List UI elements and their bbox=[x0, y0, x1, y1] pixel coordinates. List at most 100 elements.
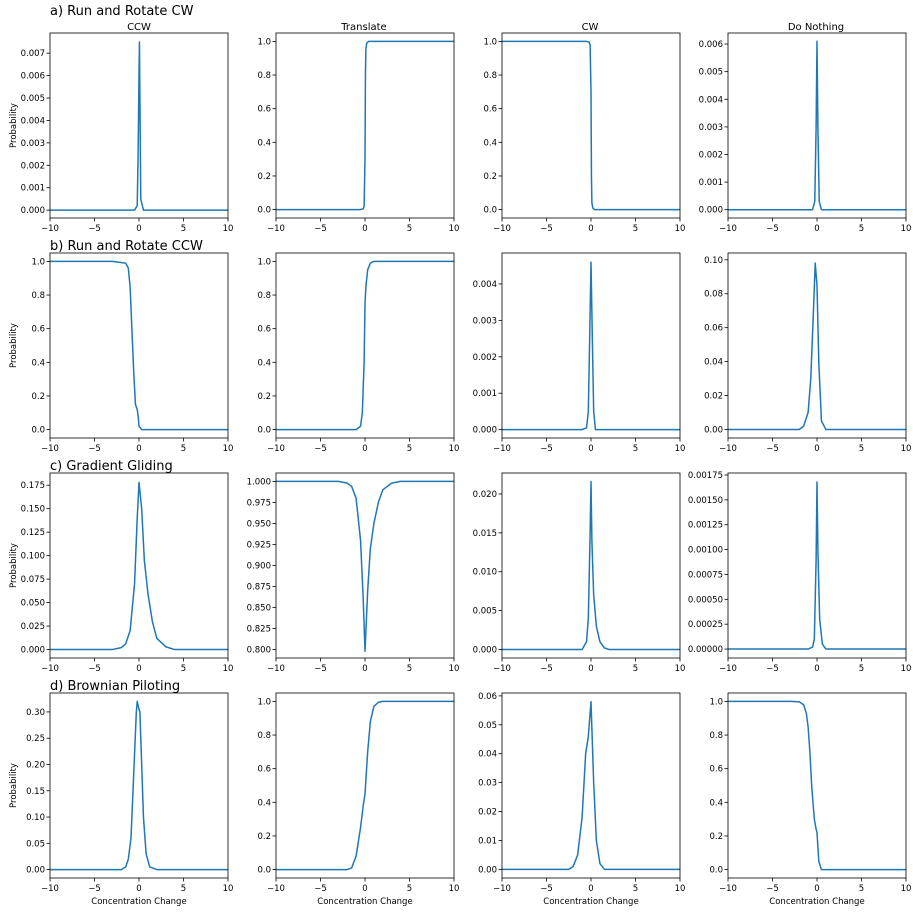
y-tick-label: 0.4 bbox=[257, 138, 271, 148]
series-line bbox=[50, 700, 228, 871]
x-tick-label: 10 bbox=[901, 664, 912, 674]
x-tick-label: −10 bbox=[41, 884, 59, 894]
x-tick-label: 0 bbox=[814, 664, 819, 674]
panel-1-0: −10 −5 0 5 10 0.0 0.2 0.4 0.6 0.8 1.0 Probability bbox=[9, 252, 233, 454]
x-tick-label: 10 bbox=[449, 664, 460, 674]
y-tick-label: 0.06 bbox=[478, 692, 497, 702]
y-tick-label: 0.001 bbox=[473, 389, 497, 399]
y-tick-label: 0.2 bbox=[257, 392, 271, 402]
panel-1-2: −10 −5 0 5 10 0.000 0.001 0.002 0.003 0.004 bbox=[473, 252, 686, 454]
series-line bbox=[276, 260, 454, 431]
y-tick-label: 0.100 bbox=[21, 552, 45, 562]
y-tick-label: 0.003 bbox=[21, 139, 45, 149]
y-tick-label: 0.10 bbox=[704, 256, 723, 266]
panel-2-0: −10 −5 0 5 10 0.000 0.025 0.050 0.075 0.100 0.125 0… bbox=[9, 472, 233, 674]
x-tick-label: −5 bbox=[88, 664, 101, 674]
y-axis-label: Probability bbox=[9, 323, 19, 368]
x-axis-label: Concentration Change bbox=[317, 897, 412, 907]
x-tick-label: −10 bbox=[41, 444, 59, 454]
y-tick-label: 0.0 bbox=[31, 426, 45, 436]
panel-0-2: −10 −5 0 5 10 0.0 0.2 0.4 0.6 0.8 1.0 bbox=[483, 32, 685, 234]
y-tick-label: 0.00 bbox=[478, 865, 497, 875]
y-tick-label: 0.975 bbox=[247, 498, 271, 508]
y-tick-label: 0.8 bbox=[31, 291, 45, 301]
y-tick-label: 0.800 bbox=[247, 646, 271, 656]
y-tick-label: 0.01 bbox=[478, 836, 497, 846]
x-tick-label: 5 bbox=[407, 444, 412, 454]
y-tick-label: 0.0 bbox=[257, 206, 271, 216]
y-tick-label: 1.000 bbox=[247, 477, 271, 487]
y-tick-label: 0.6 bbox=[257, 105, 271, 115]
plot-frame bbox=[49, 692, 229, 879]
x-tick-label: −10 bbox=[493, 884, 511, 894]
x-axis-label: Concentration Change bbox=[769, 897, 864, 907]
x-tick-label: −5 bbox=[766, 884, 779, 894]
x-tick-label: 0 bbox=[136, 444, 141, 454]
x-tick-label: 5 bbox=[633, 664, 638, 674]
x-tick-label: 10 bbox=[675, 444, 686, 454]
panel-2-2: −10 −5 0 5 10 0.000 0.005 0.010 0.015 0.020 bbox=[473, 472, 685, 674]
y-tick-label: 0.002 bbox=[21, 161, 45, 171]
x-tick-label: 10 bbox=[449, 224, 460, 234]
x-tick-label: 10 bbox=[223, 884, 234, 894]
y-tick-label: 0.000 bbox=[473, 645, 497, 655]
y-tick-label: 1.0 bbox=[709, 697, 723, 707]
y-tick-label: 0.005 bbox=[473, 607, 497, 617]
x-tick-label: 5 bbox=[859, 664, 864, 674]
y-tick-label: 1.0 bbox=[257, 257, 271, 267]
x-tick-label: 0 bbox=[814, 884, 819, 894]
x-tick-label: 10 bbox=[223, 224, 234, 234]
y-tick-label: 0.007 bbox=[21, 49, 45, 59]
y-tick-label: 0.004 bbox=[473, 280, 497, 290]
panel-0-1: −10 −5 0 5 10 0.0 0.2 0.4 0.6 0.8 1.0 bbox=[257, 32, 460, 234]
y-tick-label: 0.175 bbox=[21, 481, 45, 491]
y-tick-label: 0.8 bbox=[709, 731, 723, 741]
x-tick-label: 0 bbox=[362, 444, 367, 454]
plot-frame bbox=[49, 252, 229, 439]
series-line bbox=[728, 481, 906, 650]
x-tick-label: −10 bbox=[493, 224, 511, 234]
y-tick-label: 0.00025 bbox=[688, 620, 723, 630]
y-axis-label: Probability bbox=[9, 103, 19, 148]
y-tick-label: 0.00050 bbox=[688, 595, 723, 605]
y-axis-label: Probability bbox=[9, 763, 19, 808]
y-tick-label: 0.8 bbox=[483, 71, 497, 81]
y-tick-label: 0.825 bbox=[247, 625, 271, 635]
plot-frame bbox=[49, 472, 229, 659]
x-tick-label: 0 bbox=[588, 444, 593, 454]
y-tick-label: 0.900 bbox=[247, 562, 271, 572]
y-tick-label: 0.2 bbox=[257, 832, 271, 842]
x-tick-label: −10 bbox=[41, 224, 59, 234]
y-tick-label: 0.075 bbox=[21, 575, 45, 585]
x-tick-label: 5 bbox=[181, 224, 186, 234]
panel-3-1: −10 −5 0 5 10 0.0 0.2 0.4 0.6 0.8 1.0 Concentration… bbox=[257, 692, 460, 907]
x-tick-label: 10 bbox=[901, 224, 912, 234]
y-tick-label: 0.015 bbox=[473, 529, 497, 539]
y-tick-label: 0.2 bbox=[709, 832, 723, 842]
y-tick-label: 0.8 bbox=[257, 291, 271, 301]
y-tick-label: 0.00100 bbox=[688, 546, 723, 556]
x-tick-label: 5 bbox=[181, 664, 186, 674]
panel-3-3: −10 −5 0 5 10 0.0 0.2 0.4 0.6 0.8 1.0 Concentration… bbox=[709, 692, 911, 907]
x-tick-label: 10 bbox=[449, 884, 460, 894]
y-tick-label: 0.02 bbox=[478, 808, 497, 818]
y-tick-label: 0.150 bbox=[21, 505, 45, 515]
x-tick-label: 5 bbox=[859, 884, 864, 894]
y-tick-label: 0.00175 bbox=[688, 471, 723, 481]
column-title-translate: Translate bbox=[340, 22, 386, 33]
y-tick-label: 0.006 bbox=[699, 40, 723, 50]
x-tick-label: −5 bbox=[540, 884, 553, 894]
y-tick-label: 0.0 bbox=[709, 866, 723, 876]
y-tick-label: 0.4 bbox=[709, 798, 723, 808]
y-tick-label: 0.025 bbox=[21, 622, 45, 632]
panels: −10 −5 0 5 100.0000.0010.0020.0030.0040.0050… bbox=[9, 32, 912, 907]
y-tick-label: 0.005 bbox=[699, 68, 723, 78]
x-tick-label: −5 bbox=[314, 884, 327, 894]
y-tick-label: 1.0 bbox=[483, 37, 497, 47]
series-line bbox=[276, 40, 454, 211]
x-axis-label: Concentration Change bbox=[543, 897, 638, 907]
y-tick-label: 0.000 bbox=[473, 426, 497, 436]
y-axis-label: Probability bbox=[9, 543, 19, 588]
y-tick-label: 0.000 bbox=[699, 206, 723, 216]
series-line bbox=[502, 40, 680, 211]
